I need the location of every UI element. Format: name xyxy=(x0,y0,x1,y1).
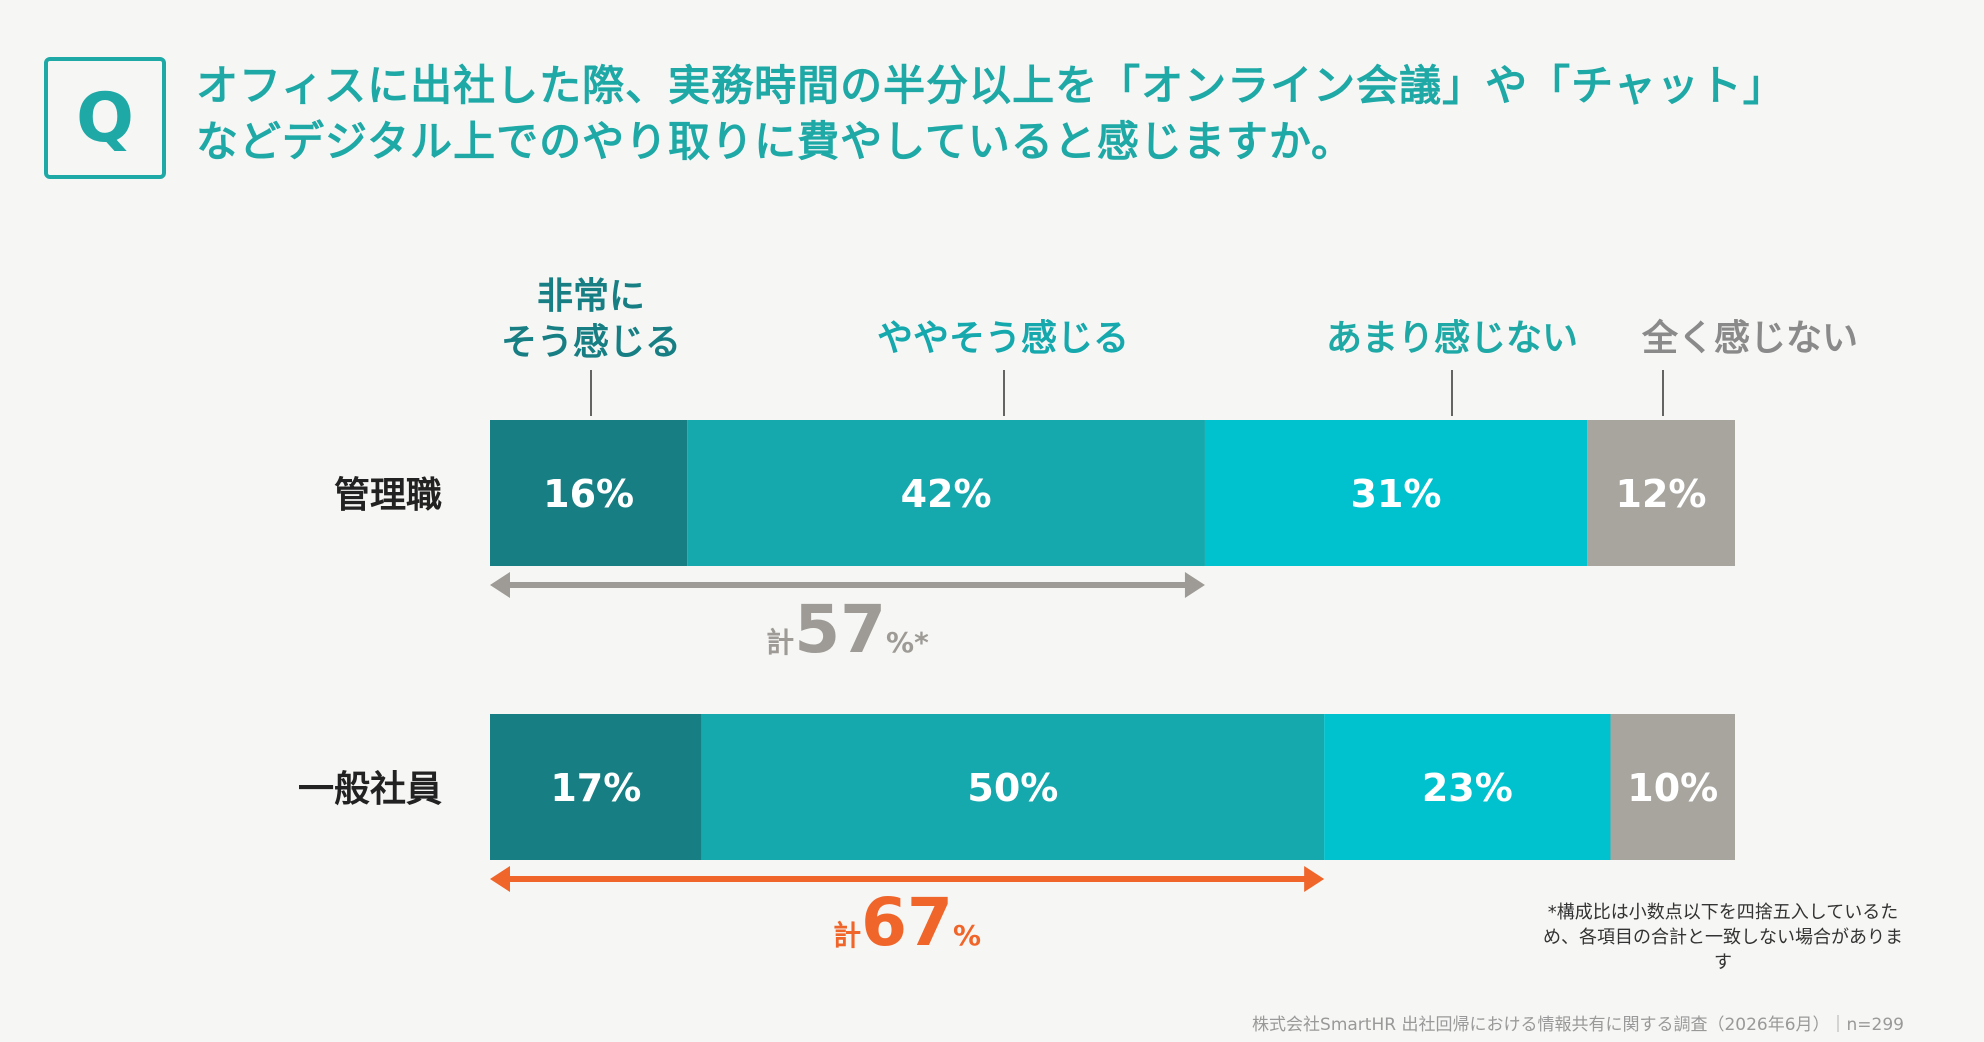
bar-segment xyxy=(490,714,702,860)
data-label: 10% xyxy=(1627,766,1718,810)
source-caption: 株式会社SmartHR 出社回帰における情報共有に関する調査（2026年6月）｜… xyxy=(1252,1015,1904,1035)
bar-segment xyxy=(687,420,1205,566)
data-label: 12% xyxy=(1616,472,1707,516)
bar-segment xyxy=(1610,714,1735,860)
total-arrow-head-left xyxy=(490,866,510,892)
question-badge: Q xyxy=(44,57,166,179)
bar-segment xyxy=(1324,714,1611,860)
data-label: 50% xyxy=(967,766,1058,810)
series-label: そう感じる xyxy=(501,322,681,363)
total-label: 計67% xyxy=(833,884,981,961)
category-label: 一般社員 xyxy=(298,769,442,810)
category-label: 管理職 xyxy=(334,475,442,516)
series-label: 全く感じない xyxy=(1641,317,1858,359)
total-arrow-head-right xyxy=(1304,866,1325,892)
question-text: オフィスに出社した際、実務時間の半分以上を「オンライン会議」や「チャット」 など… xyxy=(196,58,1916,170)
data-label: 23% xyxy=(1422,766,1513,810)
bar-segment xyxy=(1204,420,1588,566)
data-label: 17% xyxy=(550,766,641,810)
series-label: ややそう感じる xyxy=(877,318,1129,359)
question-line-2: などデジタル上でのやり取りに費やしていると感じますか。 xyxy=(196,117,1355,166)
total-arrow-head-right xyxy=(1184,572,1205,598)
total-arrow-head-left xyxy=(490,572,510,598)
question-line-1: オフィスに出社した際、実務時間の半分以上を「オンライン会議」や「チャット」 xyxy=(196,61,1786,110)
bar-segment xyxy=(490,420,688,566)
series-label: 非常に xyxy=(537,276,645,317)
series-label: あまり感じない xyxy=(1326,318,1578,359)
data-label: 16% xyxy=(543,472,634,516)
data-label: 31% xyxy=(1351,472,1442,516)
bar-segment xyxy=(1587,420,1735,566)
data-label: 42% xyxy=(901,472,992,516)
bar-segment xyxy=(701,714,1325,860)
rounding-note: *構成比は小数点以下を四捨五入しているため、各項目の合計と一致しない場合がありま… xyxy=(1543,902,1903,973)
total-label: 計57%* xyxy=(766,591,929,668)
